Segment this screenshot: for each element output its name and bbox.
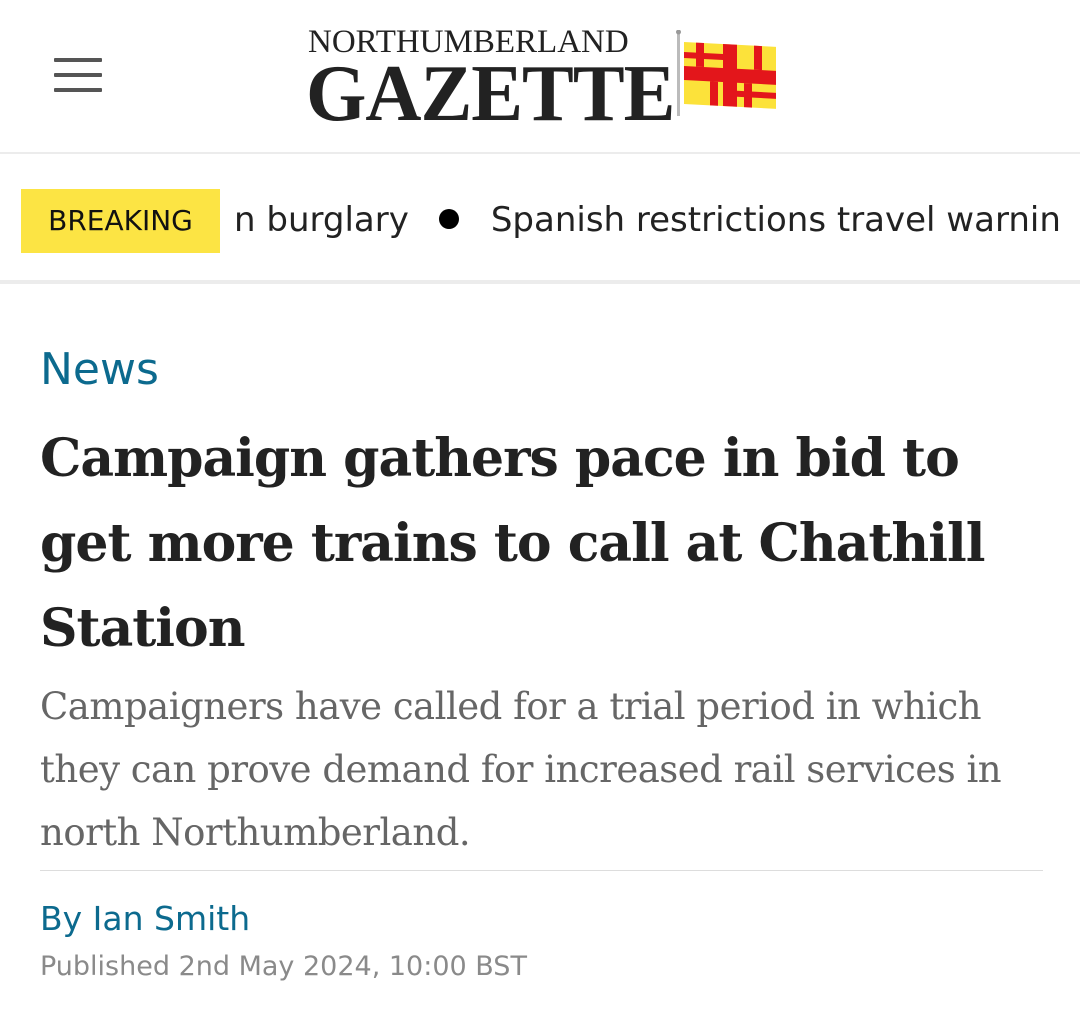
hamburger-menu-icon[interactable] xyxy=(54,58,102,92)
site-header: NORTHUMBERLAND GAZETTE xyxy=(0,0,1080,154)
site-logo[interactable]: NORTHUMBERLAND GAZETTE xyxy=(306,24,786,138)
section-link[interactable]: News xyxy=(40,344,159,395)
article: News Campaign gathers pace in bid to get… xyxy=(0,284,1080,995)
logo-top-text: NORTHUMBERLAND xyxy=(308,24,629,60)
divider xyxy=(40,870,1043,871)
ticker-items: n burglary Spanish restrictions travel wa… xyxy=(234,194,1061,246)
breaking-news-ticker: BREAKING n burglary Spanish restrictions … xyxy=(0,154,1080,284)
ticker-item[interactable]: n burglary xyxy=(234,200,409,240)
article-standfirst: Campaigners have called for a trial peri… xyxy=(40,685,1002,854)
article-headline: Campaign gathers pace in bid to get more… xyxy=(40,428,985,659)
breaking-label: BREAKING xyxy=(21,189,220,253)
logo-main-text: GAZETTE xyxy=(306,50,675,138)
bullet-separator-icon xyxy=(438,208,459,229)
ticker-item[interactable]: Spanish restrictions travel warnin xyxy=(490,200,1061,240)
published-date: Published 2nd May 2024, 10:00 BST xyxy=(40,951,527,982)
author-byline[interactable]: By Ian Smith xyxy=(40,899,251,938)
northumberland-flag-icon xyxy=(676,30,776,116)
